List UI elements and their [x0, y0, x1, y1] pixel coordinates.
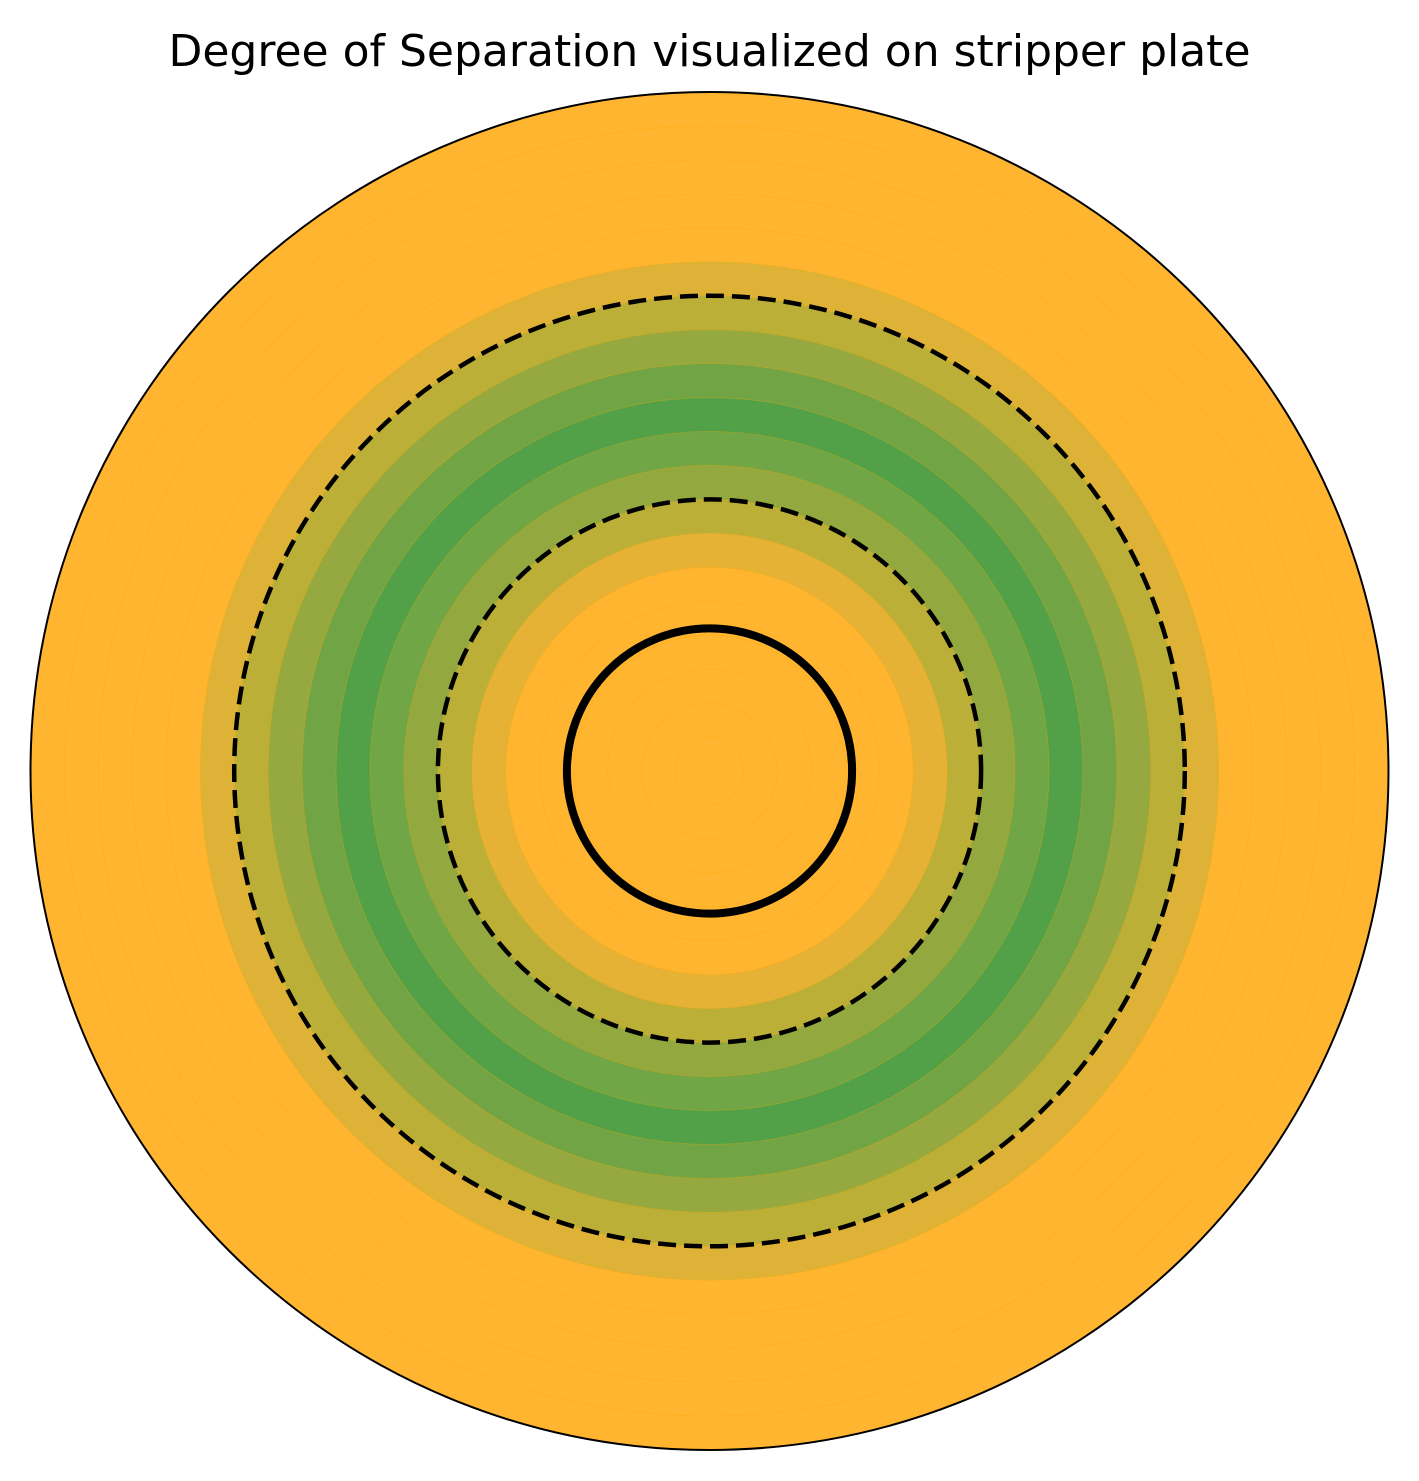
solid-reference-circle [562, 624, 857, 918]
reference-circles [231, 293, 1188, 1249]
chart-title: Degree of Separation visualized on strip… [168, 26, 1251, 77]
ring-bands [30, 91, 1389, 1451]
dashed-reference-circle [231, 293, 1188, 1249]
dashed-reference-circle [435, 497, 984, 1045]
plate-outline [29, 91, 1390, 1451]
ring-band-0-1 [675, 736, 744, 806]
